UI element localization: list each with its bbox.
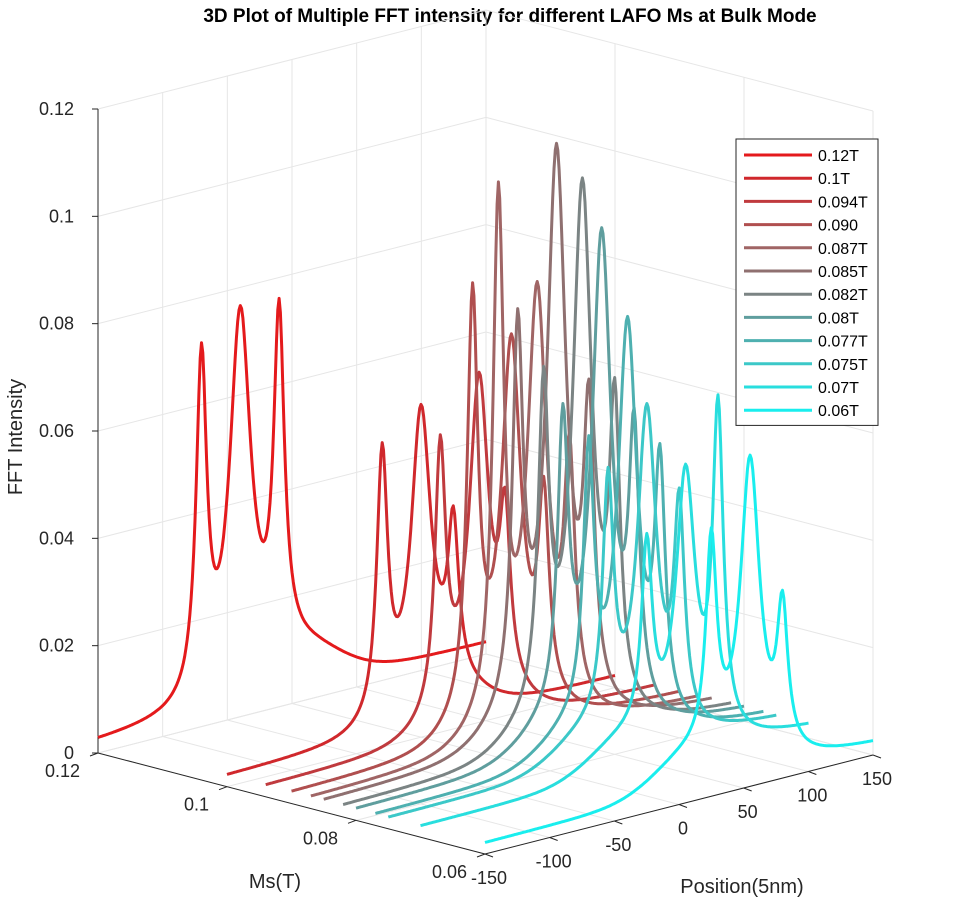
grid-line [97, 116, 487, 217]
x-tick-mark [872, 754, 882, 759]
x-tick-mark [549, 837, 558, 841]
grid-line [162, 736, 550, 838]
x-axis-label: Position(5nm) [680, 876, 803, 898]
y-axis-label: Ms(T) [249, 871, 301, 893]
grid-line [97, 331, 487, 432]
x-tick-label: 100 [797, 786, 827, 806]
grid-line [97, 546, 487, 647]
y-tick-label: 0.08 [303, 828, 338, 848]
z-tick-label: 0.06 [39, 421, 74, 441]
grid-line [356, 686, 744, 789]
series-line-0.12T [97, 296, 487, 739]
legend-label: 0.085T [818, 264, 868, 281]
series-line-0.06T [484, 453, 874, 844]
z-tick-label: 0.1 [49, 206, 74, 226]
y-tick-mark [218, 786, 228, 791]
legend-label: 0.1T [818, 171, 850, 188]
series [97, 141, 874, 844]
legend-box [735, 138, 879, 426]
legend-label: 0.07T [818, 380, 859, 397]
series-line-0.08T [355, 226, 745, 810]
z-tick-label: 0 [64, 743, 74, 763]
grid-line [421, 670, 809, 772]
y-tick-label: 0.1 [184, 795, 209, 815]
x-tick-mark [484, 853, 494, 858]
axes [89, 108, 882, 858]
y-tick-mark [476, 853, 486, 858]
x-tick-mark [614, 820, 623, 825]
x-tick-mark [678, 804, 688, 808]
x-tick-label: -100 [536, 852, 572, 872]
x-tick-label: 50 [738, 802, 758, 822]
x-tick-mark [808, 771, 817, 775]
y-tick-label: 0.12 [45, 761, 80, 781]
legend-label: 0.12T [818, 148, 859, 165]
legend-label: 0.090 [818, 218, 858, 235]
grid-line [226, 687, 616, 788]
legend-label: 0.082T [818, 287, 868, 304]
grid-line [291, 703, 680, 805]
grid-line [97, 438, 487, 539]
legend-label: 0.087T [818, 241, 868, 258]
tick-labels: 0 0.02 0.04 0.06 0.08 0.1 0.12 0.06 0.08 0.1 0.12 -… [39, 99, 892, 888]
y-axis-line [97, 752, 486, 855]
grid-line [355, 720, 745, 821]
grid-line [485, 9, 874, 112]
x-tick-label: -50 [605, 835, 631, 855]
series-line-0.075T [387, 402, 777, 819]
x-tick-label: -150 [471, 868, 507, 888]
grid-line [97, 653, 487, 754]
legend-label: 0.06T [818, 403, 859, 420]
x-tick-label: 150 [862, 769, 892, 789]
grid-line [97, 9, 487, 110]
y-tick-label: 0.06 [432, 862, 467, 882]
series-line-0.085T [323, 141, 713, 801]
y-tick-mark [89, 752, 99, 757]
series-line-0.087T [310, 180, 700, 798]
z-axis-label: FFT Intensity [5, 379, 27, 495]
series-line-0.082T [342, 176, 732, 806]
z-tick-label: 0.04 [39, 528, 74, 548]
legend-label: 0.08T [818, 310, 859, 327]
z-tick-label: 0.08 [39, 314, 74, 334]
series-line-0.1T [226, 402, 616, 776]
legend-label: 0.075T [818, 357, 868, 374]
grid-line [485, 546, 874, 649]
legend-label: 0.094T [818, 194, 868, 211]
legend: 0.12T 0.1T 0.094T 0.090 0.087T 0.085T 0.082T 0.… [735, 138, 879, 426]
x-tick-label: 0 [678, 819, 688, 839]
z-tick-label: 0.12 [39, 99, 74, 119]
series-line-0.07T [420, 393, 809, 828]
series-line-0.077T [375, 314, 764, 815]
x-tick-mark [743, 787, 752, 792]
y-tick-mark [347, 819, 357, 824]
legend-label: 0.077T [818, 334, 868, 351]
z-tick-label: 0.02 [39, 636, 74, 656]
grid-line [97, 224, 487, 325]
